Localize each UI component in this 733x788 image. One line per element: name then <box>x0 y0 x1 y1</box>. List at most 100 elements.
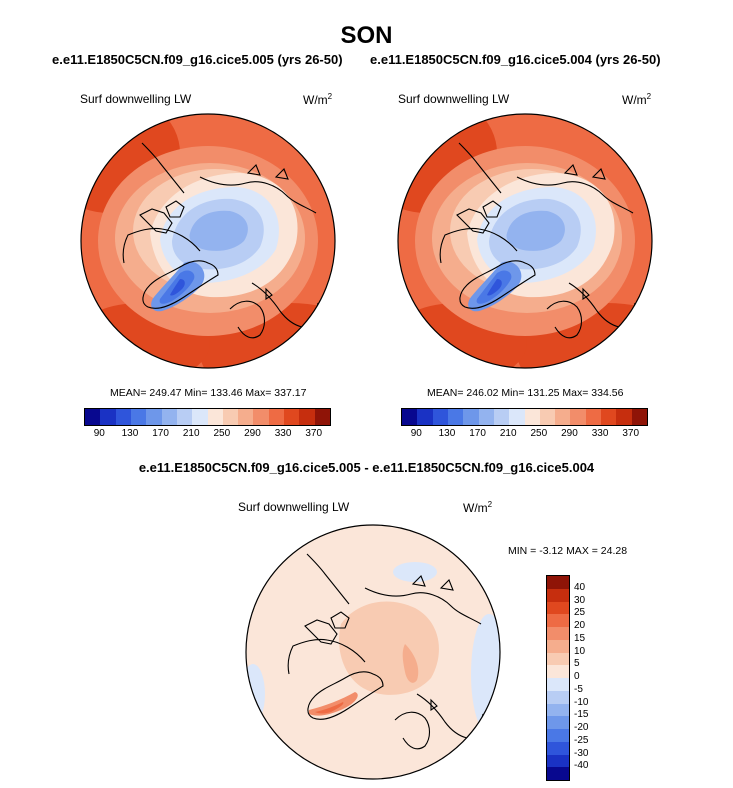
colorbar-tick-label: 250 <box>213 428 231 439</box>
colorbar-cell <box>547 754 569 768</box>
coastline <box>306 553 350 605</box>
colorbar-tick-label: 5 <box>574 658 580 670</box>
map-border <box>80 113 336 369</box>
colorbar-cell <box>547 678 569 691</box>
colorbar-cell <box>85 409 101 425</box>
colorbar-cell <box>555 409 571 425</box>
colorbar-tick-label: 15 <box>574 632 586 644</box>
colorbar-tick-label: 290 <box>561 428 578 439</box>
colorbar-tick-label: 10 <box>574 645 586 657</box>
map-border <box>245 524 501 780</box>
coastline <box>141 142 185 194</box>
colorbar-cell <box>207 409 223 425</box>
colorbar-cell <box>314 409 330 425</box>
colorbar-tick-label: -40 <box>574 760 589 772</box>
colorbar-cell <box>547 665 569 678</box>
colorbar-cell <box>478 409 494 425</box>
colorbar-cell <box>585 409 602 425</box>
colorbar-cell <box>616 409 632 425</box>
colorbar-tick-label: 370 <box>622 428 640 439</box>
colorbar-cell <box>547 690 569 704</box>
colorbar-cell <box>268 409 285 425</box>
colorbar-tick-label: 0 <box>574 671 580 682</box>
coastline <box>142 260 219 309</box>
coastline <box>307 671 384 720</box>
left-units-label: W/m2 <box>303 92 333 107</box>
colorbar-cell <box>547 767 569 780</box>
colorbar-cell <box>631 409 647 425</box>
coastline <box>199 164 317 214</box>
colorbar-tick-label: 210 <box>499 428 517 439</box>
diff-units-label: W/m2 <box>463 500 493 515</box>
coastline <box>459 260 536 309</box>
colorbar-cell <box>222 409 239 425</box>
colorbar-cell <box>570 409 586 425</box>
colorbar-cell <box>417 409 433 425</box>
colorbar-tick-label: 290 <box>244 428 261 439</box>
colorbar-cell <box>432 409 448 425</box>
colorbar-cell <box>547 729 569 742</box>
colorbar-cell <box>547 741 569 755</box>
coastline <box>122 200 201 264</box>
colorbar-tick-label: -30 <box>574 747 589 759</box>
difference-polar-map <box>245 524 501 780</box>
colorbar-cell <box>547 576 569 589</box>
diff-variable-label: Surf downwelling LW <box>238 500 350 514</box>
colorbar-tick-label: -20 <box>574 722 589 733</box>
coastline <box>546 300 583 339</box>
colorbar-cell <box>547 639 569 653</box>
colorbar-tick-label: 170 <box>152 428 169 439</box>
colorbar-cell <box>547 716 569 729</box>
right-variable-label: Surf downwelling LW <box>398 92 510 106</box>
colorbar-cell <box>284 409 300 425</box>
right-units-label: W/m2 <box>622 92 652 107</box>
coastline <box>516 164 634 214</box>
left-variable-label: Surf downwelling LW <box>80 92 192 106</box>
colorbar-cell <box>238 409 254 425</box>
colorbar-cell <box>539 409 556 425</box>
coastline <box>439 200 518 264</box>
coastline <box>458 142 502 194</box>
right-colorbar <box>401 408 648 426</box>
colorbar-cell <box>253 409 269 425</box>
colorbar-tick-label: -25 <box>574 734 589 746</box>
colorbar-tick-label: 370 <box>305 428 323 439</box>
coastline <box>364 575 482 625</box>
colorbar-cell <box>161 409 177 425</box>
diff-stats: MIN = -3.12 MAX = 24.28 <box>508 545 628 557</box>
colorbar-cell <box>192 409 208 425</box>
colorbar-cell <box>524 409 540 425</box>
colorbar-cell <box>547 652 569 666</box>
colorbar-tick-label: -10 <box>574 696 589 708</box>
colorbar-tick-label: -5 <box>574 683 583 695</box>
colorbar-cell <box>115 409 131 425</box>
colorbar-tick-label: 25 <box>574 607 586 619</box>
colorbar-tick-label: 90 <box>93 428 105 439</box>
colorbar-cell <box>463 409 479 425</box>
colorbar-cell <box>402 409 418 425</box>
colorbar-cell <box>100 409 116 425</box>
colorbar-tick-label: 130 <box>121 428 139 439</box>
season-title: SON <box>340 22 393 49</box>
colorbar-tick-label: 130 <box>438 428 456 439</box>
colorbar-cell <box>547 703 569 717</box>
colorbar-cell <box>547 627 569 640</box>
colorbar-tick-label: 40 <box>574 581 586 593</box>
coastline <box>229 300 266 339</box>
left-colorbar <box>84 408 331 426</box>
colorbar-cell <box>447 409 464 425</box>
right-stats: MEAN= 246.02 Min= 131.25 Max= 334.56 <box>427 387 624 399</box>
colorbar-cell <box>176 409 193 425</box>
difference-title: e.e11.E1850C5CN.f09_g16.cice5.005 - e.e1… <box>138 460 595 475</box>
left-case-title: e.e11.E1850C5CN.f09_g16.cice5.005 (yrs 2… <box>52 52 343 67</box>
colorbar-cell <box>299 409 315 425</box>
coastline <box>287 611 366 675</box>
colorbar-tick-label: 170 <box>469 428 486 439</box>
colorbar-cell <box>493 409 510 425</box>
colorbar-tick-label: 30 <box>574 594 586 606</box>
coastline <box>394 711 431 750</box>
colorbar-cell <box>547 601 569 615</box>
colorbar-cell <box>146 409 162 425</box>
colorbar-cell <box>547 614 569 627</box>
colorbar-cell <box>509 409 525 425</box>
